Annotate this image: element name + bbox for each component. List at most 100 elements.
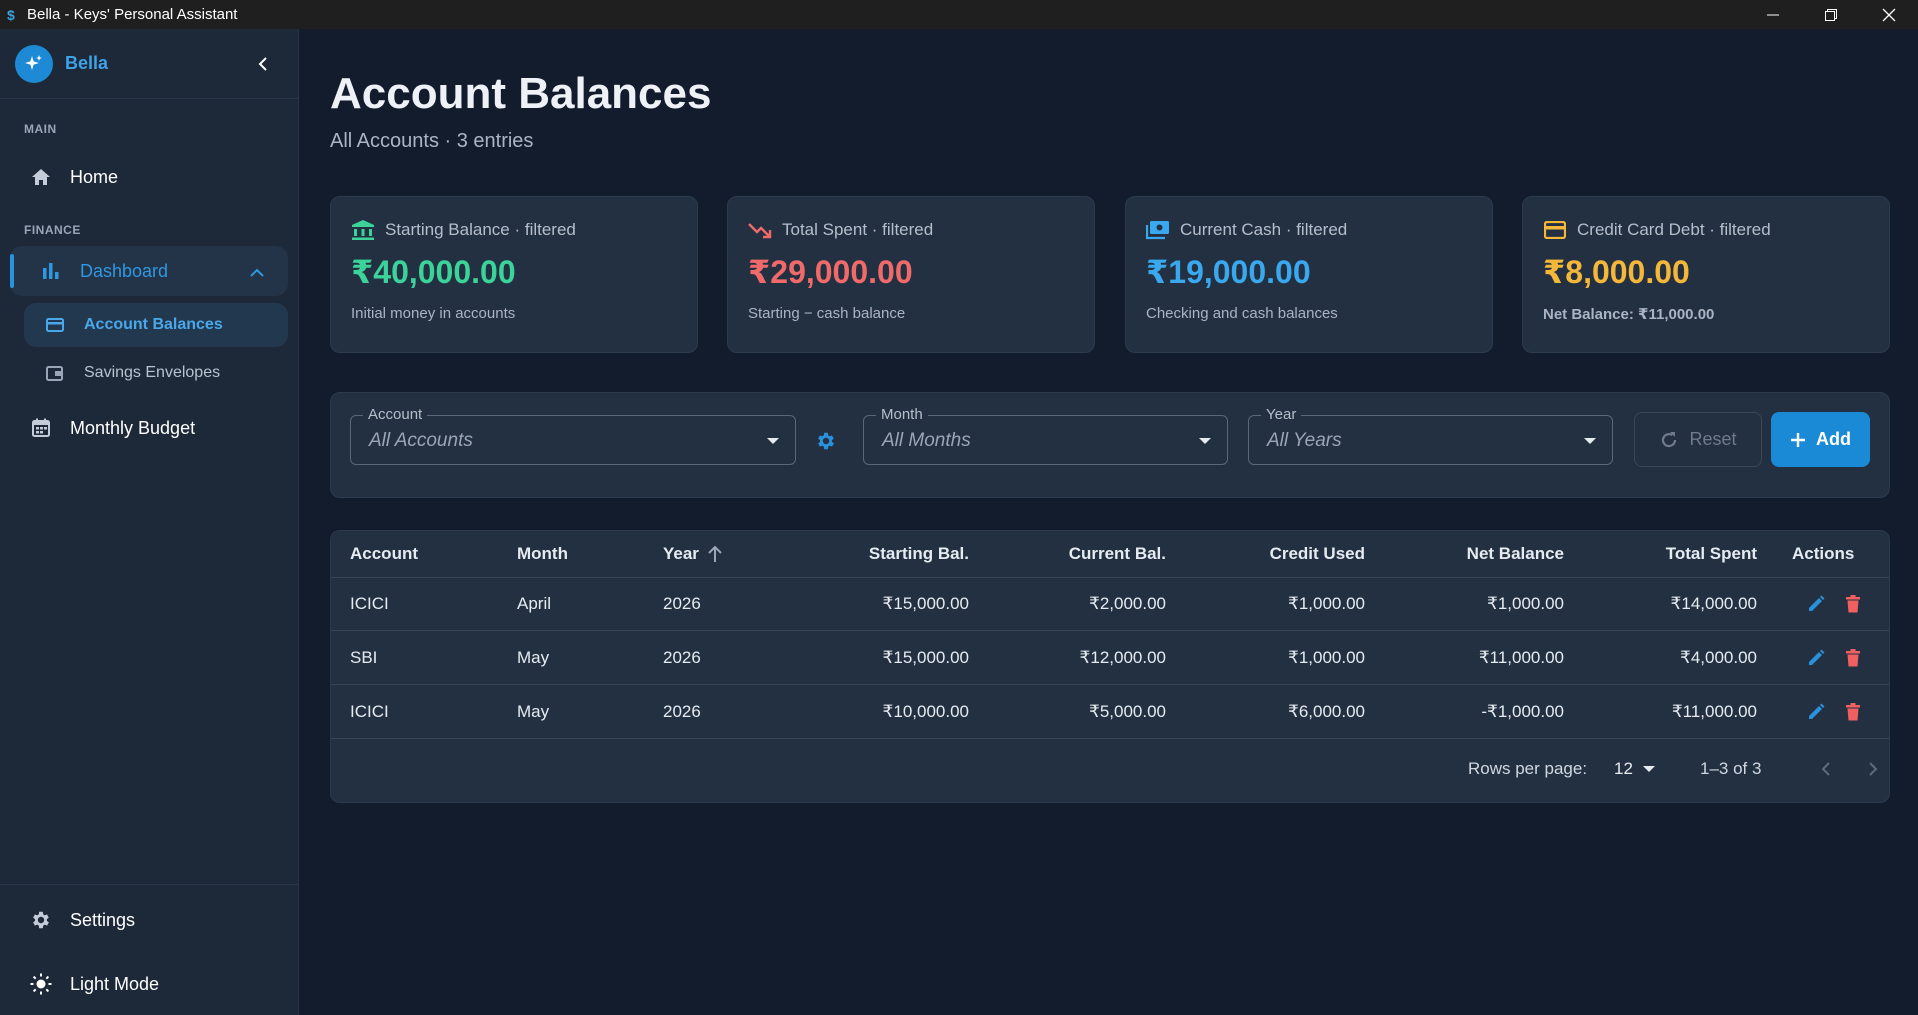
manage-accounts-button[interactable] [814,429,838,453]
column-header-month[interactable]: Month [517,544,568,563]
table-header: Account Month Year Starting Bal. Current… [331,531,1889,578]
delete-button[interactable] [1842,593,1864,615]
credit-card-debt-card: Credit Card Debt · filtered ₹8,000.00 Ne… [1522,196,1890,353]
card-title: Total Spent · filtered [782,220,934,239]
column-header-year[interactable]: Year [663,544,699,563]
page-subtitle: All Accounts · 3 entries [330,130,534,152]
collapse-sidebar-button[interactable] [252,53,274,75]
minimize-icon [1767,14,1779,15]
light-mode-toggle[interactable]: Light Mode [30,959,288,1009]
sidebar-item-label: Dashboard [80,260,169,281]
sidebar: Bella MAIN Home FINANCE Dashboard Accoun… [0,29,299,1015]
edit-button[interactable] [1805,701,1827,723]
filter-bar: Account All Accounts Month All Months Ye… [330,392,1890,498]
cell-year: 2026 [663,594,701,613]
delete-button[interactable] [1842,701,1864,723]
sidebar-item-dashboard[interactable]: Dashboard [10,246,288,296]
card-title: Current Cash · filtered [1180,220,1348,239]
cell-month: April [517,594,552,613]
sidebar-item-account-balances[interactable]: Account Balances [24,303,288,347]
cell-account: ICICI [350,702,389,721]
chevron-left-icon [1821,762,1830,776]
edit-button[interactable] [1805,593,1827,615]
previous-page-button[interactable] [1814,757,1838,781]
year-select-label: Year [1261,406,1302,423]
edit-button[interactable] [1805,647,1827,669]
column-header-total-spent[interactable]: Total Spent [1665,544,1757,563]
table-row[interactable]: ICICI April 2026 ₹15,000.00 ₹2,000.00 ₹1… [331,578,1889,631]
sidebar-item-label: Account Balances [84,316,223,333]
sidebar-item-settings[interactable]: Settings [30,895,288,945]
column-header-starting-bal[interactable]: Starting Bal. [868,544,969,563]
home-icon [30,166,52,188]
sidebar-item-label: Home [70,166,119,187]
pagination: Rows per page: 12 1–3 of 3 [331,741,1889,802]
table-row[interactable]: SBI May 2026 ₹15,000.00 ₹12,000.00 ₹1,00… [331,632,1889,685]
rows-per-page-value: 12 [1614,759,1633,778]
maximize-button[interactable] [1802,0,1860,29]
current-cash-card: Current Cash · filtered ₹19,000.00 Check… [1125,196,1493,353]
sidebar-item-savings-envelopes[interactable]: Savings Envelopes [24,351,288,395]
window-controls [1744,0,1918,29]
cell-month: May [517,648,550,667]
add-button[interactable]: Add [1771,412,1870,467]
reset-button[interactable]: Reset [1634,412,1762,467]
sidebar-item-label: Light Mode [70,973,160,994]
cell-starting-bal: ₹10,000.00 [882,702,969,721]
sun-icon [30,973,52,995]
caret-down-icon [767,438,779,444]
cell-month: May [517,702,550,721]
account-select-label: Account [363,406,428,423]
page-title: Account Balances [330,69,712,118]
cell-starting-bal: ₹15,000.00 [882,594,969,613]
sort-ascending-icon[interactable] [707,545,723,568]
year-select[interactable]: Year All Years [1248,406,1613,465]
trash-icon [1846,595,1860,613]
cell-net-balance: ₹1,000.00 [1487,594,1564,613]
delete-button[interactable] [1842,647,1864,669]
cell-credit-used: ₹6,000.00 [1288,702,1365,721]
sidebar-item-home[interactable]: Home [30,152,288,202]
sidebar-item-monthly-budget[interactable]: Monthly Budget [30,403,288,453]
column-header-actions: Actions [1792,544,1855,563]
restore-icon [1825,8,1837,21]
rows-per-page-select[interactable]: 12 [1614,759,1655,779]
month-select[interactable]: Month All Months [863,406,1228,465]
gear-icon [818,432,834,450]
column-header-account[interactable]: Account [350,544,418,563]
account-select[interactable]: Account All Accounts [350,406,796,465]
column-header-current-bal[interactable]: Current Bal. [1068,544,1166,563]
card-title: Credit Card Debt · filtered [1577,220,1771,239]
brand-header: Bella [0,29,298,99]
card-value: ₹8,000.00 [1543,254,1690,290]
reset-button-label: Reset [1689,429,1737,449]
minimize-button[interactable] [1744,0,1802,29]
chevron-up-icon [250,265,264,283]
column-header-net-balance[interactable]: Net Balance [1466,544,1564,563]
app-icon: $ [7,6,15,23]
summary-cards: Starting Balance · filtered ₹40,000.00 I… [330,196,1890,353]
card-title: Starting Balance · filtered [385,220,576,239]
sidebar-item-label: Settings [70,909,136,930]
month-select-label: Month [876,406,928,423]
close-window-button[interactable] [1860,0,1918,29]
next-page-button[interactable] [1861,757,1885,781]
pencil-icon [1809,595,1825,611]
pencil-icon [1809,649,1825,665]
brand-name: Bella [65,53,109,73]
card-value: ₹29,000.00 [748,254,913,290]
calendar-icon [30,417,52,439]
card-value: ₹19,000.00 [1146,254,1311,290]
card-description: Net Balance: ₹11,000.00 [1543,306,1715,323]
cell-current-bal: ₹5,000.00 [1089,702,1166,721]
table-row[interactable]: ICICI May 2026 ₹10,000.00 ₹5,000.00 ₹6,0… [331,686,1889,739]
bank-icon [351,219,375,241]
total-spent-card: Total Spent · filtered ₹29,000.00 Starti… [727,196,1095,353]
column-header-credit-used[interactable]: Credit Used [1269,544,1365,563]
wallet-icon [44,362,66,384]
cell-credit-used: ₹1,000.00 [1288,648,1365,667]
refresh-icon [1662,431,1677,447]
section-label-main: MAIN [24,122,57,136]
balances-table: Account Month Year Starting Bal. Current… [330,530,1890,803]
cell-current-bal: ₹2,000.00 [1089,594,1166,613]
